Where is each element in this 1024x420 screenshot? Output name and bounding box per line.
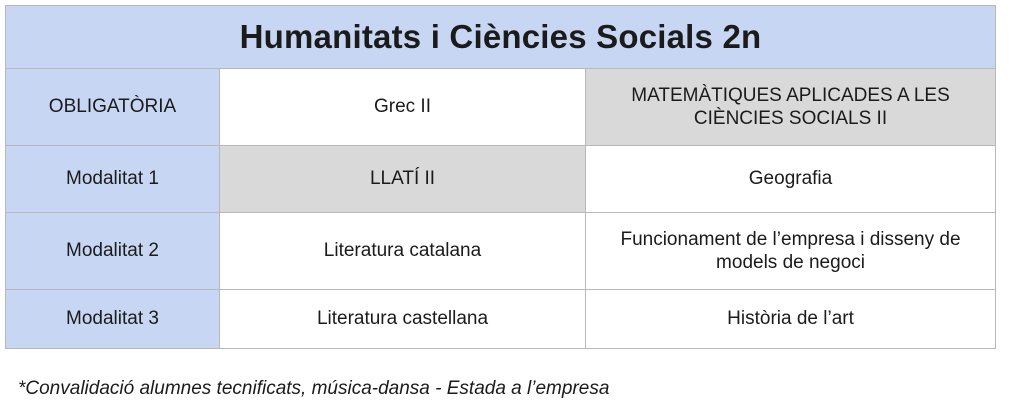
table-row: Modalitat 3 Literatura castellana Històr… <box>5 289 997 349</box>
table-title-row: Humanitats i Ciències Socials 2n <box>4 5 997 69</box>
subject-cell: MATEMÀTIQUES APLICADES A LES CIÈNCIES SO… <box>584 68 997 146</box>
subject-cell: Història de l’art <box>584 289 997 349</box>
table-row: OBLIGATÒRIA Grec II MATEMÀTIQUES APLICAD… <box>5 68 997 146</box>
subjects-table: Humanitats i Ciències Socials 2n OBLIGAT… <box>4 5 997 349</box>
subject-cell: Literatura catalana <box>219 212 586 290</box>
subject-cell: Geografia <box>584 145 997 213</box>
footnote-text: *Convalidació alumnes tecnificats, músic… <box>18 378 610 399</box>
row-category-label: Modalitat 2 <box>5 212 220 290</box>
subject-cell: LLATÍ II <box>219 145 586 213</box>
table-row: Modalitat 2 Literatura catalana Funciona… <box>5 212 997 290</box>
table-row: Modalitat 1 LLATÍ II Geografia <box>5 145 997 213</box>
subject-cell: Grec II <box>219 68 586 146</box>
row-category-label: Modalitat 1 <box>5 145 220 213</box>
subject-cell: Literatura castellana <box>219 289 586 349</box>
row-category-label: Modalitat 3 <box>5 289 220 349</box>
page-title: Humanitats i Ciències Socials 2n <box>4 5 997 69</box>
subject-cell: Funcionament de l’empresa i disseny de m… <box>584 212 997 290</box>
row-category-label: OBLIGATÒRIA <box>5 68 220 146</box>
